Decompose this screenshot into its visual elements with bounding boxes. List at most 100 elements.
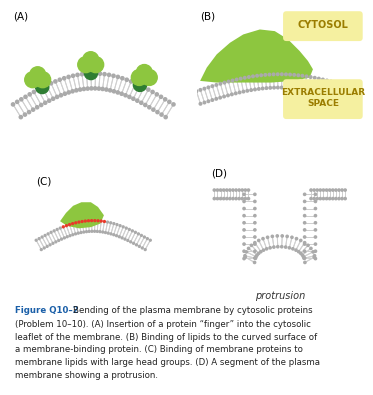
Circle shape: [194, 89, 198, 93]
Circle shape: [53, 79, 58, 84]
Circle shape: [259, 250, 263, 254]
Circle shape: [131, 96, 136, 101]
Circle shape: [159, 94, 163, 99]
Circle shape: [19, 97, 23, 102]
Circle shape: [167, 100, 172, 104]
Circle shape: [261, 237, 265, 241]
Circle shape: [261, 87, 264, 90]
Circle shape: [304, 74, 308, 78]
Circle shape: [198, 88, 203, 92]
Circle shape: [96, 219, 100, 222]
Text: (B): (B): [200, 11, 215, 21]
Circle shape: [112, 222, 116, 225]
Circle shape: [316, 197, 319, 200]
Circle shape: [198, 102, 203, 106]
Circle shape: [23, 112, 27, 117]
Circle shape: [203, 101, 206, 105]
Circle shape: [291, 86, 295, 90]
Circle shape: [79, 231, 83, 234]
Circle shape: [116, 75, 120, 79]
Circle shape: [243, 254, 247, 258]
Circle shape: [154, 92, 159, 97]
Circle shape: [135, 243, 138, 246]
Circle shape: [314, 192, 317, 196]
Circle shape: [303, 241, 307, 245]
Circle shape: [309, 197, 313, 200]
Circle shape: [218, 96, 222, 100]
Circle shape: [253, 192, 257, 196]
Circle shape: [272, 86, 276, 90]
Circle shape: [237, 188, 241, 192]
Circle shape: [242, 207, 246, 211]
Circle shape: [216, 197, 219, 200]
Circle shape: [23, 94, 28, 99]
Circle shape: [84, 66, 98, 80]
Circle shape: [314, 207, 317, 211]
Circle shape: [272, 245, 276, 249]
Circle shape: [40, 85, 45, 90]
Circle shape: [253, 221, 257, 225]
Circle shape: [313, 255, 316, 259]
Circle shape: [62, 225, 65, 228]
Circle shape: [303, 228, 307, 232]
Circle shape: [100, 87, 105, 91]
Circle shape: [134, 78, 147, 92]
Circle shape: [253, 228, 257, 232]
Circle shape: [210, 84, 214, 88]
Circle shape: [303, 221, 307, 225]
Circle shape: [74, 232, 77, 235]
Circle shape: [11, 102, 15, 107]
Circle shape: [290, 235, 294, 239]
Circle shape: [303, 256, 307, 260]
Circle shape: [222, 197, 226, 200]
Circle shape: [151, 107, 156, 112]
Circle shape: [326, 92, 330, 96]
FancyBboxPatch shape: [283, 79, 363, 119]
Polygon shape: [60, 202, 104, 228]
Circle shape: [133, 81, 138, 86]
Circle shape: [241, 188, 244, 192]
Circle shape: [63, 91, 67, 96]
Text: membrane lipids with large head groups. (D) A segment of the plasma: membrane lipids with large head groups. …: [15, 358, 320, 367]
Circle shape: [331, 188, 335, 192]
Circle shape: [334, 188, 338, 192]
Circle shape: [59, 226, 62, 230]
Text: (Problem 10–10). (A) Insertion of a protein “finger” into the cytosolic: (Problem 10–10). (A) Insertion of a prot…: [15, 320, 311, 329]
Circle shape: [98, 230, 102, 233]
Circle shape: [141, 70, 157, 85]
Circle shape: [322, 188, 325, 192]
Circle shape: [253, 261, 256, 264]
Circle shape: [123, 93, 128, 98]
Circle shape: [107, 73, 111, 77]
Circle shape: [144, 248, 147, 251]
Circle shape: [57, 239, 60, 242]
Circle shape: [163, 115, 168, 119]
Circle shape: [314, 214, 317, 218]
Circle shape: [30, 67, 46, 83]
Circle shape: [35, 72, 51, 88]
Circle shape: [299, 239, 303, 242]
Circle shape: [314, 221, 317, 225]
Circle shape: [68, 223, 71, 226]
Circle shape: [333, 81, 337, 85]
Circle shape: [78, 87, 82, 92]
Circle shape: [303, 235, 307, 239]
Circle shape: [280, 86, 283, 90]
Circle shape: [322, 197, 325, 200]
Circle shape: [296, 73, 300, 77]
Circle shape: [111, 73, 116, 78]
Circle shape: [48, 243, 52, 246]
Circle shape: [74, 221, 78, 224]
Circle shape: [253, 87, 257, 92]
Circle shape: [357, 102, 361, 106]
Circle shape: [82, 230, 85, 234]
Circle shape: [85, 230, 88, 233]
Circle shape: [100, 219, 103, 223]
Circle shape: [120, 236, 124, 239]
Circle shape: [219, 197, 222, 200]
Circle shape: [251, 74, 255, 78]
Text: protrusion: protrusion: [255, 291, 305, 301]
Circle shape: [51, 96, 56, 101]
Circle shape: [287, 86, 291, 90]
Circle shape: [306, 243, 310, 247]
